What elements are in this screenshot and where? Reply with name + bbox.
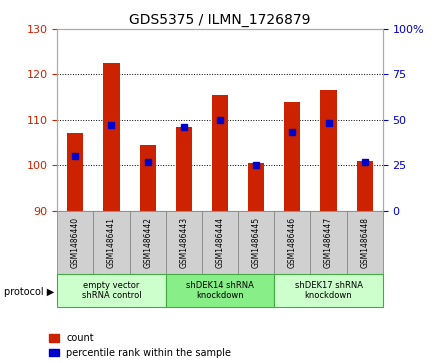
Text: protocol ▶: protocol ▶ <box>4 287 55 297</box>
Text: GSM1486441: GSM1486441 <box>107 217 116 268</box>
Bar <box>320 90 337 211</box>
Text: GSM1486446: GSM1486446 <box>288 217 297 268</box>
Text: GSM1486440: GSM1486440 <box>71 217 80 268</box>
FancyBboxPatch shape <box>347 211 383 274</box>
FancyBboxPatch shape <box>57 211 93 274</box>
Text: shDEK17 shRNA
knockdown: shDEK17 shRNA knockdown <box>294 281 363 300</box>
Text: GSM1486442: GSM1486442 <box>143 217 152 268</box>
FancyBboxPatch shape <box>311 211 347 274</box>
Text: empty vector
shRNA control: empty vector shRNA control <box>82 281 141 300</box>
FancyBboxPatch shape <box>166 274 274 307</box>
Bar <box>284 102 301 211</box>
FancyBboxPatch shape <box>57 274 166 307</box>
Bar <box>103 63 120 211</box>
Bar <box>67 133 84 211</box>
Legend: count, percentile rank within the sample: count, percentile rank within the sample <box>49 333 231 358</box>
Text: GSM1486447: GSM1486447 <box>324 217 333 268</box>
Bar <box>176 127 192 211</box>
FancyBboxPatch shape <box>274 274 383 307</box>
FancyBboxPatch shape <box>93 211 129 274</box>
Title: GDS5375 / ILMN_1726879: GDS5375 / ILMN_1726879 <box>129 13 311 26</box>
FancyBboxPatch shape <box>274 211 311 274</box>
Text: GSM1486443: GSM1486443 <box>180 217 188 268</box>
Text: GSM1486448: GSM1486448 <box>360 217 369 268</box>
Bar <box>139 145 156 211</box>
Text: GSM1486445: GSM1486445 <box>252 217 260 268</box>
Bar <box>356 160 373 211</box>
FancyBboxPatch shape <box>129 211 166 274</box>
FancyBboxPatch shape <box>166 211 202 274</box>
Bar <box>248 163 264 211</box>
Text: GSM1486444: GSM1486444 <box>216 217 224 268</box>
Bar <box>212 95 228 211</box>
Text: shDEK14 shRNA
knockdown: shDEK14 shRNA knockdown <box>186 281 254 300</box>
FancyBboxPatch shape <box>202 211 238 274</box>
FancyBboxPatch shape <box>238 211 274 274</box>
